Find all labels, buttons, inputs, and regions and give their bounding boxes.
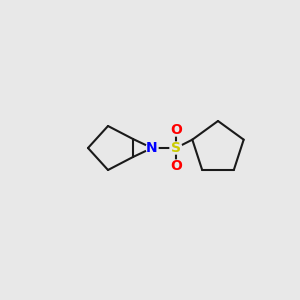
Circle shape xyxy=(170,142,182,154)
Text: O: O xyxy=(170,123,182,137)
Text: S: S xyxy=(171,141,181,155)
Text: N: N xyxy=(146,141,158,155)
Text: O: O xyxy=(170,159,182,173)
Circle shape xyxy=(170,124,182,136)
Circle shape xyxy=(170,160,182,172)
Circle shape xyxy=(146,142,158,154)
